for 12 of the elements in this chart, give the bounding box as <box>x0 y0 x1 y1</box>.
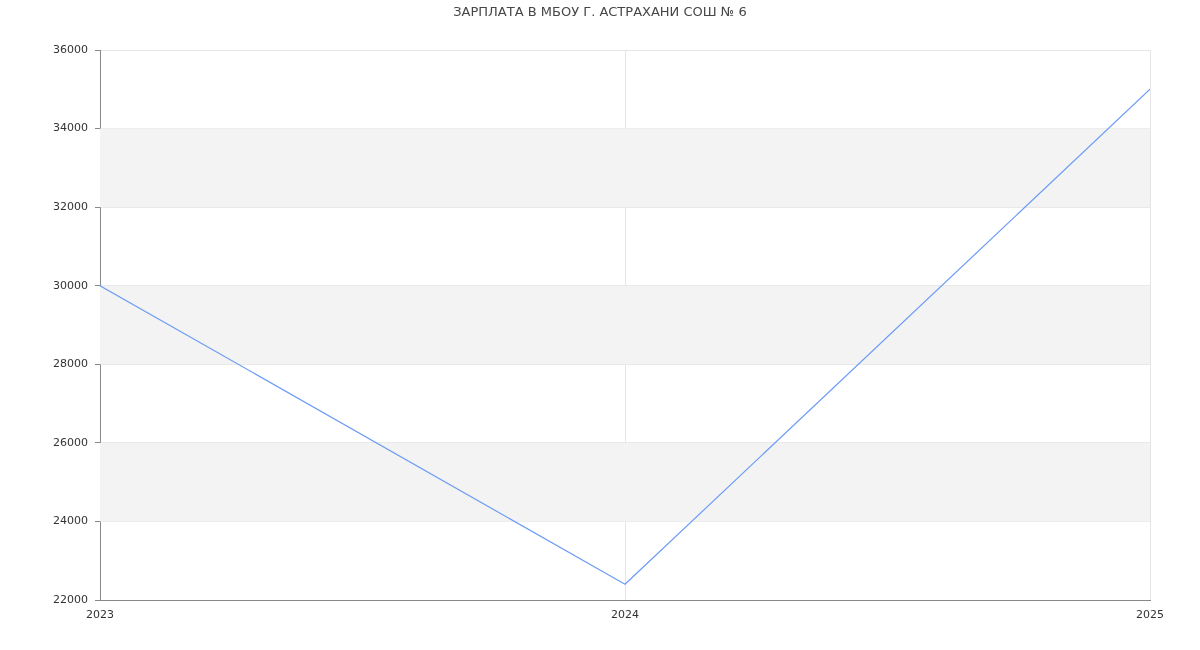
x-tick-label: 2024 <box>611 608 639 622</box>
y-tick-label: 28000 <box>53 357 88 371</box>
y-tick-label: 34000 <box>53 121 88 135</box>
x-tick-label: 2025 <box>1136 608 1164 622</box>
y-tick-label: 22000 <box>53 592 88 606</box>
y-tick-label: 36000 <box>53 42 88 56</box>
y-tick-label: 24000 <box>53 514 88 528</box>
chart-title: ЗАРПЛАТА В МБОУ Г. АСТРАХАНИ СОШ № 6 <box>452 3 748 21</box>
y-tick-label: 32000 <box>53 200 88 213</box>
y-tick-label: 30000 <box>53 278 88 292</box>
y-tick-label: 26000 <box>53 435 88 449</box>
x-tick-label: 2023 <box>86 608 114 622</box>
